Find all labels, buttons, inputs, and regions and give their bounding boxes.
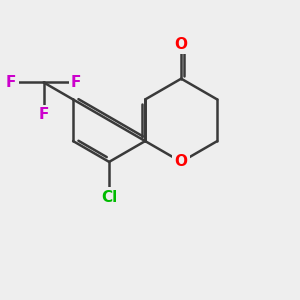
Text: F: F <box>38 107 49 122</box>
Text: F: F <box>6 75 16 90</box>
Text: O: O <box>175 154 188 169</box>
Text: O: O <box>175 37 188 52</box>
Text: Cl: Cl <box>101 190 117 205</box>
Text: F: F <box>71 75 81 90</box>
